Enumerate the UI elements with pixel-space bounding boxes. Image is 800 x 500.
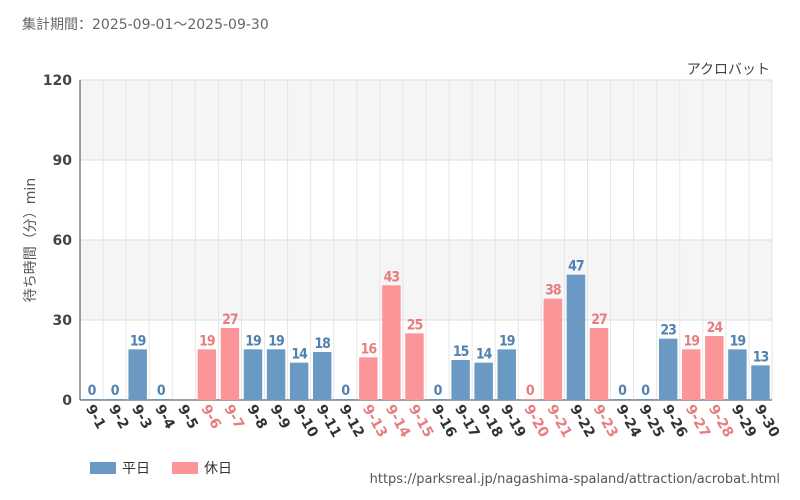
- data-label-9-10: 14: [291, 347, 308, 363]
- x-tick-label-9-3: 9-3: [128, 402, 155, 432]
- bar-9-26: [658, 338, 678, 400]
- bar-9-4: [151, 399, 170, 400]
- data-label-9-30: 13: [753, 349, 769, 365]
- y-axis-label: 待ち時間（分）min: [23, 178, 39, 302]
- x-tick-label-9-4: 9-4: [151, 402, 178, 432]
- bar-9-6: [197, 349, 217, 400]
- chart-title: アクロバット: [687, 62, 770, 78]
- data-label-9-11: 18: [314, 336, 330, 352]
- x-tick-label-9-9: 9-9: [267, 402, 294, 432]
- data-label-9-23: 27: [591, 312, 607, 328]
- bar-9-1: [82, 399, 101, 400]
- data-label-9-19: 19: [499, 333, 515, 349]
- data-label-9-2: 0: [111, 383, 120, 399]
- x-tick-label-9-30: 9-30: [751, 402, 783, 441]
- data-label-9-4: 0: [157, 383, 166, 399]
- data-label-9-21: 38: [545, 283, 561, 299]
- legend-label-weekday: 平日: [122, 461, 150, 477]
- y-tick-label: 90: [53, 153, 73, 169]
- data-label-9-3: 19: [130, 333, 146, 349]
- x-tick-label-9-1: 9-1: [82, 402, 109, 432]
- bar-9-23: [589, 328, 609, 400]
- y-tick-label: 0: [62, 393, 72, 409]
- y-tick-label: 30: [53, 313, 73, 329]
- legend-item-holiday[interactable]: 休日: [172, 458, 232, 478]
- bar-9-27: [682, 349, 701, 400]
- legend-swatch-weekday: [90, 462, 116, 474]
- x-tick-label-9-5: 9-5: [174, 402, 201, 432]
- bar-9-22: [566, 274, 586, 400]
- data-label-9-7: 27: [222, 312, 238, 328]
- bar-9-11: [312, 352, 332, 400]
- bar-9-7: [220, 328, 240, 400]
- bar-9-15: [405, 333, 424, 400]
- data-label-9-14: 43: [384, 269, 400, 285]
- data-label-9-24: 0: [618, 383, 627, 399]
- data-label-9-6: 19: [199, 333, 215, 349]
- bar-9-14: [382, 285, 401, 400]
- data-label-9-28: 24: [707, 320, 724, 336]
- data-label-9-18: 14: [476, 347, 493, 363]
- legend: 平日 休日: [90, 458, 254, 478]
- data-label-9-9: 19: [268, 333, 284, 349]
- source-url[interactable]: https://parksreal.jp/nagashima-spaland/a…: [369, 472, 780, 487]
- y-tick-label: 60: [53, 233, 73, 249]
- data-label-9-15: 25: [407, 317, 423, 333]
- bar-9-10: [289, 362, 309, 400]
- bar-9-21: [543, 298, 563, 400]
- bar-9-8: [243, 349, 263, 400]
- data-label-9-16: 0: [434, 383, 443, 399]
- data-label-9-13: 16: [361, 341, 378, 357]
- bar-9-13: [359, 357, 378, 400]
- x-tick-label-9-6: 9-6: [197, 402, 224, 432]
- bar-9-29: [728, 349, 747, 400]
- data-label-9-25: 0: [641, 383, 650, 399]
- bar-9-12: [336, 399, 355, 400]
- x-tick-label-9-2: 9-2: [105, 402, 132, 432]
- bar-9-3: [128, 349, 147, 400]
- legend-item-weekday[interactable]: 平日: [90, 458, 150, 478]
- data-label-9-22: 47: [568, 259, 584, 275]
- data-label-9-12: 0: [341, 383, 350, 399]
- data-label-9-27: 19: [684, 333, 700, 349]
- bar-9-17: [451, 360, 470, 400]
- legend-label-holiday: 休日: [204, 461, 232, 477]
- data-label-9-17: 15: [453, 344, 469, 360]
- bar-9-30: [751, 365, 770, 400]
- bar-9-9: [266, 349, 286, 400]
- bar-9-19: [497, 349, 516, 400]
- bar-9-18: [474, 362, 493, 400]
- bar-9-25: [635, 399, 655, 400]
- bar-9-28: [705, 336, 724, 400]
- data-label-9-20: 0: [526, 383, 535, 399]
- data-label-9-29: 19: [730, 333, 746, 349]
- data-label-9-26: 23: [660, 323, 676, 339]
- data-label-9-1: 0: [88, 383, 97, 399]
- data-label-9-8: 19: [245, 333, 261, 349]
- period-label: 集計期間：2025-09-01～2025-09-30: [22, 17, 269, 33]
- bar-9-2: [105, 399, 124, 400]
- bar-9-24: [612, 399, 632, 400]
- x-tick-label-9-8: 9-8: [244, 402, 271, 432]
- legend-swatch-holiday: [172, 462, 198, 474]
- x-tick-label-9-7: 9-7: [220, 402, 247, 432]
- bar-9-16: [428, 399, 447, 400]
- bar-9-20: [520, 399, 540, 400]
- y-tick-label: 120: [43, 73, 72, 89]
